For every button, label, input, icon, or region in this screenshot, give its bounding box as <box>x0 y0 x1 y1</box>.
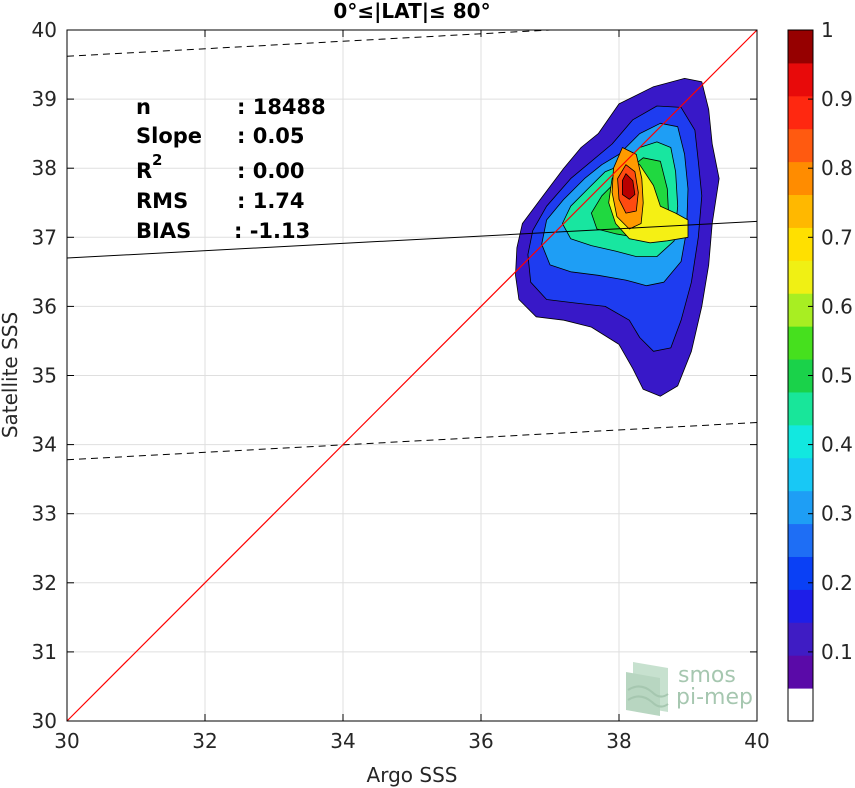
colorbar-tick-label: 0.7 <box>821 225 853 249</box>
colorbar-level <box>788 227 813 261</box>
svg-text:smos: smos <box>678 663 736 688</box>
colorbar-level <box>788 523 813 557</box>
stat-label: BIAS <box>136 219 191 243</box>
watermark-logo: smos pi-mep <box>626 662 753 716</box>
x-tick-label: 40 <box>744 729 769 753</box>
colorbar-tick-label: 0.2 <box>821 571 853 595</box>
identity-line <box>66 29 758 722</box>
svg-text:pi-mep: pi-mep <box>676 685 753 710</box>
colorbar-tick-label: 0.8 <box>821 156 853 180</box>
upper-bound-line <box>66 29 551 57</box>
colorbar: 0.1 0.2 0.3 0.4 0.5 0.6 0.7 0.8 0.9 1 <box>787 18 853 722</box>
colorbar-level <box>788 622 813 656</box>
colorbar-tick-label: 0.4 <box>821 433 853 457</box>
y-tick-label: 35 <box>32 364 57 388</box>
colorbar-level <box>788 589 813 623</box>
colorbar-level <box>788 194 813 228</box>
colorbar-tick-label: 0.3 <box>821 502 853 526</box>
colorbar-level <box>788 391 813 426</box>
x-tick-label: 38 <box>606 729 631 753</box>
colorbar-level <box>788 62 813 97</box>
colorbar-level <box>788 161 813 196</box>
stat-label: Slope <box>136 124 202 148</box>
x-axis: 30 32 34 36 38 40 <box>54 30 770 753</box>
x-tick-label: 34 <box>330 729 355 753</box>
colorbar-level <box>788 128 813 163</box>
colorbar-tick-label: 0.1 <box>821 640 853 664</box>
y-tick-label: 32 <box>32 571 57 595</box>
lines <box>66 29 758 722</box>
y-tick-label: 33 <box>32 502 57 526</box>
colorbar-level <box>788 688 813 722</box>
y-axis: 30 31 32 33 34 35 36 37 38 39 40 <box>32 18 757 733</box>
stats-box: n : 18488 Slope : 0.05 R 2 : 0.00 RMS : 1.74 BIAS… <box>136 95 326 243</box>
colorbar-level <box>788 457 813 492</box>
x-tick-label: 32 <box>192 729 217 753</box>
y-tick-label: 39 <box>32 87 57 111</box>
stat-label: R <box>136 159 152 183</box>
colorbar-level <box>788 490 813 525</box>
x-axis-label: Argo SSS <box>367 763 458 787</box>
contour-level-8 <box>622 173 636 200</box>
colorbar-level <box>788 424 813 459</box>
stat-label-superscript: 2 <box>152 151 162 169</box>
colorbar-level <box>788 260 813 294</box>
y-tick-label: 31 <box>32 640 57 664</box>
y-tick-label: 38 <box>32 156 57 180</box>
colorbar-level <box>788 326 813 360</box>
colorbar-tick-label: 0.9 <box>821 87 853 111</box>
colorbar-level <box>788 293 813 327</box>
colorbar-tick-label: 0.5 <box>821 364 853 388</box>
x-tick-label: 36 <box>468 729 493 753</box>
x-tick-label: 30 <box>54 729 79 753</box>
stat-value: : -1.13 <box>234 219 310 243</box>
y-tick-label: 37 <box>32 225 57 249</box>
stat-label: n <box>136 95 151 119</box>
colorbar-level <box>788 655 813 689</box>
colorbar-level <box>788 556 813 590</box>
colorbar-level <box>788 30 813 64</box>
stat-label: RMS <box>136 189 188 213</box>
y-axis-label: Satellite SSS <box>0 312 22 438</box>
contours <box>515 78 720 397</box>
regression-line <box>66 220 758 259</box>
y-tick-label: 40 <box>32 18 57 42</box>
y-tick-label: 36 <box>32 294 57 318</box>
chart-title: 0°≤|LAT|≤ 80° <box>333 0 490 23</box>
stat-value: : 0.05 <box>237 124 305 148</box>
colorbar-tick-label: 1 <box>821 18 834 42</box>
grid <box>66 29 758 722</box>
y-tick-label: 34 <box>32 433 57 457</box>
logo-mark-icon <box>626 662 669 716</box>
stat-value: : 18488 <box>237 95 326 119</box>
stat-value: : 1.74 <box>237 189 305 213</box>
colorbar-tick-label: 0.6 <box>821 294 853 318</box>
stat-value: : 0.00 <box>237 159 305 183</box>
colorbar-level <box>788 95 813 130</box>
y-tick-label: 30 <box>32 709 57 733</box>
